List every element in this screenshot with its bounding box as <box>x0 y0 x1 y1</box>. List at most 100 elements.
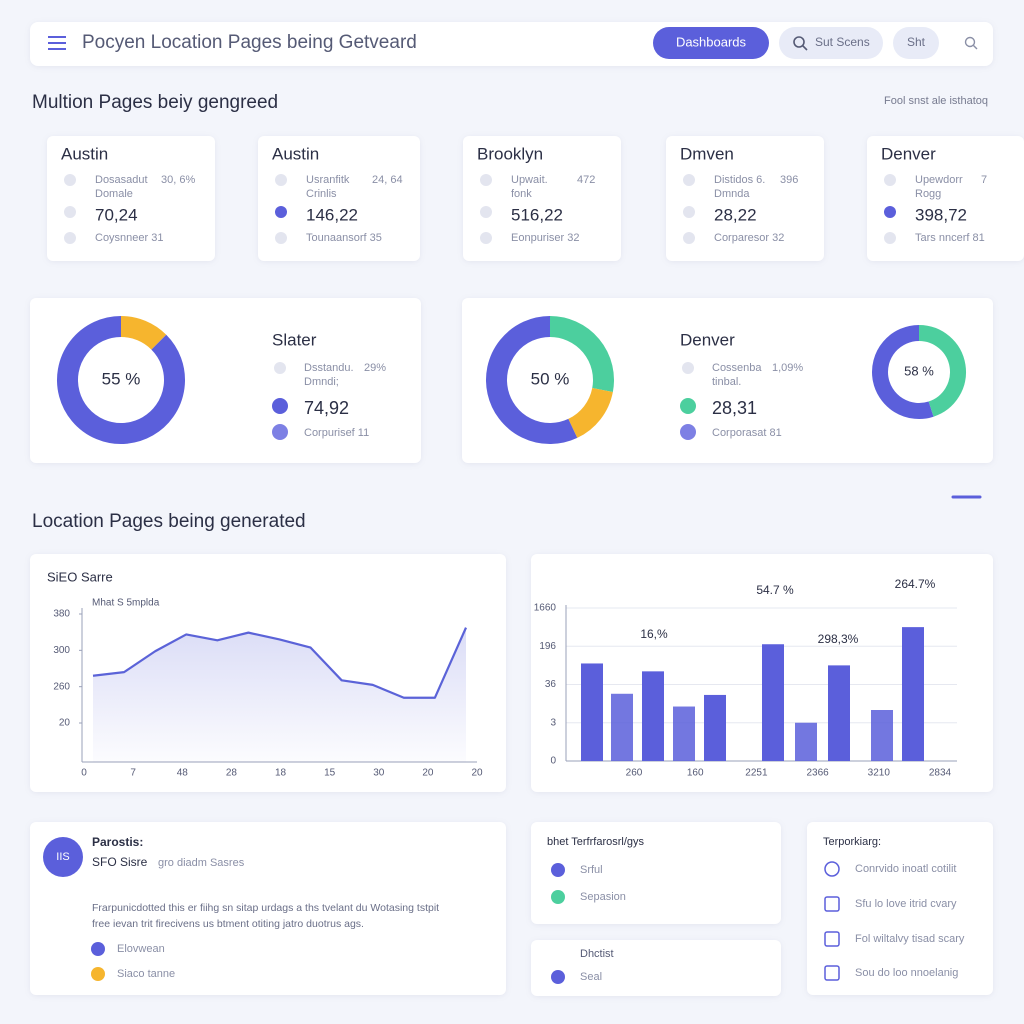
paragraph-line: free ievan trit firecivens us btment oti… <box>92 918 364 930</box>
card-label: Upewdorr <box>915 174 963 186</box>
menu-icon[interactable] <box>48 36 66 50</box>
x-tick-label: 160 <box>687 768 704 779</box>
card-label: Rogg <box>915 188 941 200</box>
section-title: Multion Pages beiy gengreed <box>32 92 278 113</box>
card-label: Distidos 6. <box>714 174 765 186</box>
status-dot <box>64 206 76 218</box>
line-series <box>92 627 468 699</box>
avatar <box>43 837 83 877</box>
legend-label: Sepasion <box>580 891 626 903</box>
list-item[interactable]: Conrvido inoatl cotilit <box>855 863 957 875</box>
card-stat: 472 <box>577 174 595 186</box>
bar[interactable] <box>762 644 784 761</box>
x-tick-label: 20 <box>422 768 434 779</box>
status-dot <box>480 206 492 218</box>
tab-label[interactable]: Sht <box>907 35 926 49</box>
status-dot <box>64 232 76 244</box>
panel-value: 28,31 <box>712 398 757 418</box>
legend-swatch <box>551 863 565 877</box>
x-tick-label: 18 <box>275 768 287 779</box>
y-tick-label: 260 <box>53 681 70 692</box>
status-dot <box>683 206 695 218</box>
panel-title: Dhctist <box>580 948 614 960</box>
annotation: 298,3% <box>818 632 859 646</box>
info-panel <box>30 822 506 995</box>
list-icon <box>824 965 840 981</box>
x-tick-label: 0 <box>81 768 87 779</box>
card-label: Usranfitk <box>306 174 350 186</box>
donut-center-label: 58 % <box>904 363 934 378</box>
status-dot <box>884 232 896 244</box>
line-area <box>93 627 466 762</box>
card-stat: 7 <box>981 174 987 186</box>
card-footer: Tars nncerf 81 <box>915 232 985 244</box>
card-value: 146,22 <box>306 205 358 224</box>
section-title: Location Pages being generated <box>32 511 306 532</box>
annotation: 16,% <box>640 627 668 641</box>
city-card[interactable] <box>463 136 621 261</box>
donut-segment <box>872 325 934 419</box>
bar[interactable] <box>871 710 893 761</box>
list-item[interactable]: Fol wiltalvy tisad scary <box>855 933 965 945</box>
card-label: fonk <box>511 188 532 200</box>
legend-panel <box>531 822 781 924</box>
panel-title: Parostis: <box>92 835 143 849</box>
panel-label: tinbal. <box>712 376 741 388</box>
city-card[interactable] <box>47 136 215 261</box>
donut-panel <box>30 298 421 463</box>
panel-title: Terporkiarg: <box>823 836 881 848</box>
bar[interactable] <box>902 627 924 761</box>
dashboards-button[interactable] <box>653 27 769 59</box>
bar[interactable] <box>642 671 664 761</box>
status-dot <box>683 232 695 244</box>
city-card[interactable] <box>258 136 420 261</box>
bar[interactable] <box>581 663 603 761</box>
legend-swatch <box>551 970 565 984</box>
city-card[interactable] <box>666 136 824 261</box>
avatar-initials: IIS <box>56 851 69 863</box>
bar[interactable] <box>673 706 695 761</box>
bar[interactable] <box>704 694 726 761</box>
legend-label: Seal <box>580 971 602 983</box>
legend-swatch <box>91 942 105 956</box>
legend-label: Elovwean <box>117 943 165 955</box>
search-icon[interactable] <box>964 36 976 48</box>
list-item[interactable]: Sfu lo love itrid cvary <box>855 898 957 910</box>
status-dot <box>680 398 696 414</box>
status-dot <box>272 398 288 414</box>
list-item[interactable]: Sou do loo nnoelanig <box>855 967 958 979</box>
donut-center-label: 50 % <box>531 369 570 388</box>
panel-label: Dsstandu. <box>304 362 354 374</box>
status-dot <box>480 174 492 186</box>
bar[interactable] <box>795 722 817 761</box>
card-label: Dosasadut <box>95 174 148 186</box>
card-stat: 30, 6% <box>161 174 195 186</box>
card-value: 28,22 <box>714 205 757 224</box>
x-tick-label: 7 <box>130 768 136 779</box>
y-tick-label: 380 <box>53 609 70 620</box>
list-panel <box>807 822 993 995</box>
y-tick-label: 0 <box>550 756 556 767</box>
dashboards-label[interactable]: Dashboards <box>676 34 747 49</box>
y-tick-label: 1660 <box>534 603 557 614</box>
status-dot <box>682 362 694 374</box>
tab-pill[interactable] <box>893 27 939 59</box>
search-box[interactable] <box>779 27 883 59</box>
chart-subtitle: Mhat S 5mplda <box>92 598 160 609</box>
card-value: 516,22 <box>511 205 563 224</box>
x-tick-label: 2251 <box>745 768 768 779</box>
status-dot <box>272 424 288 440</box>
bar[interactable] <box>611 693 633 761</box>
city-card[interactable] <box>867 136 1024 261</box>
legend-label: Siaco tanne <box>117 968 175 980</box>
search-icon <box>973 45 978 50</box>
search-icon <box>793 36 805 48</box>
city-name: Brooklyn <box>477 144 543 163</box>
status-dot <box>683 174 695 186</box>
card-footer: Tounaansorf 35 <box>306 232 382 244</box>
bar[interactable] <box>828 665 850 761</box>
search-text[interactable]: Sut Scens <box>815 35 870 49</box>
card-label: Crinlis <box>306 188 337 200</box>
status-dot <box>480 232 492 244</box>
status-dot <box>680 424 696 440</box>
